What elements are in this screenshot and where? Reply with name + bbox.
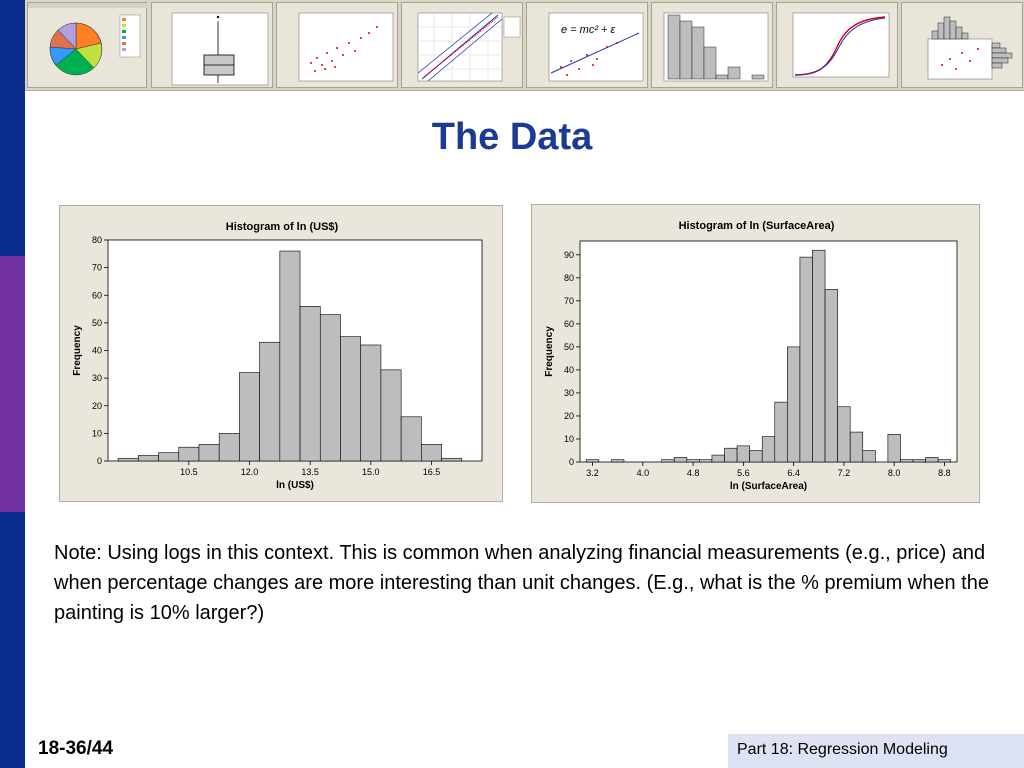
histogram-bar <box>421 444 442 462</box>
histogram-bar <box>158 452 180 462</box>
y-tick-label: 20 <box>564 411 574 421</box>
y-tick-label: 50 <box>92 318 102 328</box>
pie-chart-thumbnail <box>27 2 148 88</box>
histogram-bar <box>198 444 220 462</box>
histogram-bar <box>925 457 939 463</box>
marginal-plot-thumbnail <box>901 2 1023 88</box>
histogram-ln-surfacearea-chart: Histogram of ln (SurfaceArea) 0 10 20 30 40 50… <box>531 204 980 503</box>
x-tick-label: 4.0 <box>637 468 650 478</box>
left-accent-bar-top <box>0 0 25 256</box>
x-tick-label: 8.0 <box>888 468 901 478</box>
histogram-bar <box>887 434 901 463</box>
histogram-bar <box>849 431 864 463</box>
y-tick-label: 10 <box>92 428 102 438</box>
histogram-bar <box>661 459 675 463</box>
histogram-bar <box>400 416 422 462</box>
x-tick-label: 6.4 <box>787 468 800 478</box>
histogram-bar <box>686 459 700 463</box>
x-axis-label: ln (US$) <box>276 480 314 491</box>
histogram-bar <box>218 433 240 462</box>
y-tick-label: 70 <box>564 296 574 306</box>
histogram-bar <box>117 457 139 462</box>
left-accent-bar-middle <box>0 256 25 512</box>
thumbnail-strip: e = mc² + ε <box>25 0 1024 91</box>
y-axis-label: Frequency <box>544 326 555 377</box>
histogram-bar <box>912 459 926 463</box>
histogram-thumbnail <box>651 2 773 88</box>
histogram-bar <box>787 346 801 463</box>
histogram-bar <box>749 450 763 463</box>
y-tick-label: 20 <box>92 401 102 411</box>
histogram-bar <box>138 455 159 462</box>
y-tick-label: 40 <box>564 365 574 375</box>
note-text: Note: Using logs in this context. This i… <box>54 542 989 624</box>
y-tick-label: 70 <box>92 263 102 273</box>
y-tick-label: 30 <box>92 373 102 383</box>
histogram-bar <box>812 249 826 463</box>
histogram-bar <box>862 450 876 463</box>
y-tick-label: 0 <box>97 456 102 466</box>
histogram-bar <box>937 459 952 463</box>
empirical-cdf-thumbnail <box>776 2 898 88</box>
x-tick-label: 16.5 <box>423 467 441 477</box>
y-tick-label: 80 <box>92 235 102 245</box>
histogram-bar <box>824 289 838 463</box>
y-tick-label: 0 <box>569 457 574 467</box>
x-tick-label: 12.0 <box>241 467 259 477</box>
y-tick-label: 80 <box>564 273 574 283</box>
histogram-bar <box>774 401 788 463</box>
x-tick-label: 13.5 <box>301 467 319 477</box>
slide-number: 18-36/44 <box>38 738 114 759</box>
y-tick-label: 60 <box>564 319 574 329</box>
chart-title: Histogram of ln (SurfaceArea) <box>679 220 835 232</box>
histogram-bar <box>360 344 382 462</box>
slide-title: The Data <box>431 116 593 158</box>
histogram-bar <box>441 457 463 462</box>
histogram-bar <box>711 454 725 463</box>
footer-label: Part 18: Regression Modeling <box>728 734 1024 768</box>
histogram-bar <box>799 256 813 463</box>
y-tick-label: 50 <box>564 342 574 352</box>
histogram-bar <box>724 447 738 463</box>
x-tick-label: 15.0 <box>362 467 380 477</box>
y-tick-label: 90 <box>564 250 574 260</box>
histogram-bar <box>611 459 625 463</box>
histogram-bar <box>259 341 281 462</box>
scatterplot-with-line-thumbnail: e = mc² + ε <box>526 2 648 88</box>
histogram-bar <box>319 314 341 462</box>
probability-plot-thumbnail <box>401 2 523 88</box>
x-tick-label: 4.8 <box>687 468 700 478</box>
scatterplot-thumbnail <box>276 2 398 88</box>
histogram-bar <box>239 372 260 462</box>
histogram-bar <box>585 459 600 463</box>
histogram-bar <box>299 306 321 462</box>
boxplot-thumbnail <box>151 2 273 88</box>
histogram-bar <box>380 369 402 462</box>
histogram-bar <box>736 445 750 463</box>
x-tick-label: 7.2 <box>838 468 851 478</box>
y-tick-label: 40 <box>92 346 102 356</box>
histogram-bar <box>699 459 713 463</box>
plot-area <box>579 240 958 463</box>
y-tick-label: 30 <box>564 388 574 398</box>
histogram-ln-usd-chart: Histogram of ln (US$) 0 10 20 30 40 50 60 70 80 10… <box>59 205 503 502</box>
x-tick-label: 10.5 <box>180 467 198 477</box>
left-accent-bar-bottom <box>0 512 25 768</box>
formula-text: e = mc² + ε <box>561 24 616 36</box>
y-tick-label: 60 <box>92 290 102 300</box>
histogram-bar <box>178 446 200 462</box>
x-axis-label: ln (SurfaceArea) <box>730 481 807 492</box>
x-tick-label: 3.2 <box>586 468 599 478</box>
histogram-bar <box>761 436 776 463</box>
y-axis-label: Frequency <box>72 325 83 376</box>
histogram-bar <box>279 250 301 462</box>
chart-title: Histogram of ln (US$) <box>226 221 339 233</box>
x-tick-label: 8.8 <box>938 468 951 478</box>
x-tick-label: 5.6 <box>737 468 750 478</box>
histogram-bar <box>900 459 914 463</box>
histogram-bar <box>673 457 688 463</box>
y-tick-label: 10 <box>564 434 574 444</box>
histogram-bar <box>837 406 851 463</box>
histogram-bar <box>340 336 362 462</box>
